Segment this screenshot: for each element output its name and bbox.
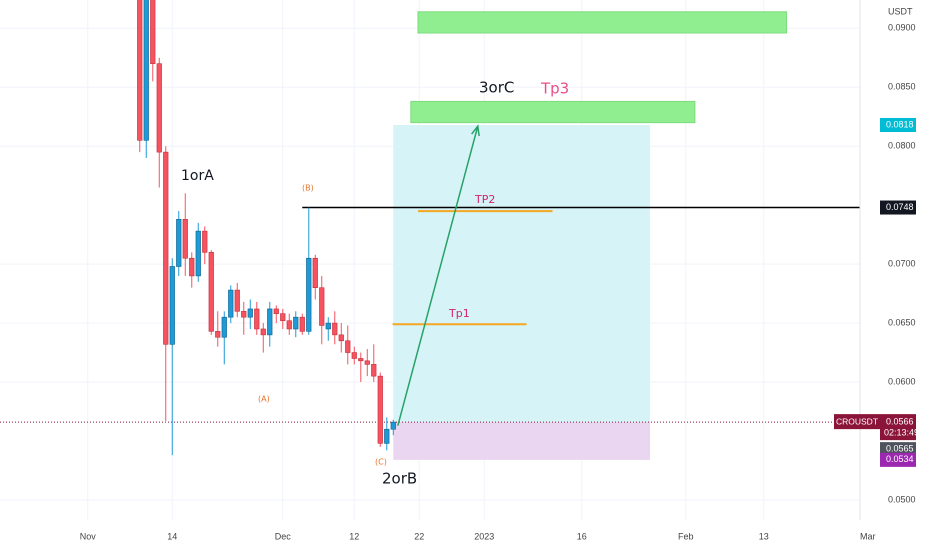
y-tick-label: 0.0800 — [888, 141, 916, 151]
target-zone — [417, 11, 788, 34]
candle-body — [195, 230, 201, 277]
candle-body — [358, 358, 364, 362]
candle-body — [163, 151, 169, 345]
candle-body — [215, 331, 221, 338]
candle-body — [241, 310, 247, 318]
target-label: Tp1 — [448, 307, 470, 320]
price-label-box — [880, 414, 916, 441]
candle-body — [260, 328, 266, 336]
candle-layer — [137, 0, 396, 456]
candle-body — [234, 289, 240, 312]
drawing-layer — [0, 124, 860, 426]
x-tick-label: 16 — [577, 531, 587, 541]
x-tick-label: Feb — [678, 531, 694, 541]
candle-body — [221, 316, 227, 338]
symbol-label-box — [834, 414, 880, 430]
candle-body — [371, 364, 377, 377]
wave-label: (A) — [258, 395, 270, 404]
target-label: Tp3 — [540, 80, 569, 98]
candle-body — [202, 230, 208, 253]
candle-body — [267, 308, 273, 336]
loss-zone — [393, 422, 651, 460]
candle-body — [228, 289, 234, 318]
price-label: 0.0818 — [886, 119, 914, 129]
arrow — [397, 125, 479, 426]
x-tick-label: 12 — [349, 531, 359, 541]
price-label: 0.0534 — [886, 454, 914, 464]
candle-body — [247, 308, 253, 318]
wave-label: 1orA — [181, 168, 214, 184]
axis-cover — [861, 0, 932, 520]
countdown-label: 02:13:49 — [884, 428, 919, 438]
price-label: 0.0565 — [886, 444, 914, 454]
x-tick-label: 13 — [759, 531, 769, 541]
candle-body — [319, 287, 325, 326]
candle-body — [338, 334, 344, 342]
x-tick-label: 14 — [167, 531, 177, 541]
y-tick-label: 0.0500 — [888, 494, 916, 504]
candle-body — [156, 63, 162, 153]
currency-label: USDT — [888, 6, 913, 16]
wave-label: 2orB — [382, 470, 417, 488]
candle-body — [364, 360, 370, 365]
candle-body — [390, 421, 396, 430]
candle-body — [169, 266, 175, 345]
x-tick-label: 22 — [414, 531, 424, 541]
candle-body — [254, 308, 260, 330]
price-label-box — [880, 442, 916, 457]
wave-label: 3orC — [479, 79, 514, 97]
candle-body — [176, 219, 182, 267]
candle-body — [377, 375, 383, 444]
arrow-head — [471, 124, 480, 137]
candle-body — [351, 352, 357, 359]
symbol-label: CROUSDT — [836, 416, 878, 426]
candle-body — [137, 0, 143, 141]
price-label-box — [880, 200, 916, 215]
price-label-box — [880, 452, 916, 467]
wave-label: (B) — [302, 184, 314, 193]
x-tick-label: Mar — [860, 531, 876, 541]
y-tick-label: 0.0850 — [888, 82, 916, 92]
candle-body — [208, 252, 214, 332]
price-label-layer: 0.0900 0.0850 0.0800 0.0700 0.0650 0.0600 0.05… — [80, 0, 932, 542]
candle-body — [143, 0, 149, 141]
y-tick-label: 0.0700 — [888, 259, 916, 269]
y-tick-label: 0.0600 — [888, 376, 916, 386]
candle-body — [182, 219, 188, 259]
candle-body — [280, 313, 286, 322]
candle-body — [273, 308, 279, 314]
candle-body — [325, 322, 331, 330]
candle-body — [299, 316, 305, 332]
candle-body — [150, 0, 156, 64]
wave-label: (C) — [375, 458, 387, 467]
profit-zone — [393, 124, 651, 423]
price-label: 0.0748 — [886, 202, 914, 212]
y-tick-label: 0.0900 — [888, 23, 916, 33]
y-tick-label: 0.0650 — [888, 317, 916, 327]
candle-body — [286, 320, 292, 330]
target-zone — [410, 100, 696, 124]
price-label-box — [880, 117, 916, 132]
candle-body — [332, 322, 338, 336]
candle-body — [306, 257, 312, 332]
candle-body — [189, 257, 195, 277]
x-tick-label: 2023 — [474, 531, 494, 541]
x-tick-label: Dec — [275, 531, 292, 541]
price-label: 0.0566 — [886, 417, 914, 427]
target-label: TP2 — [474, 193, 495, 206]
candle-body — [345, 340, 351, 353]
candle-body — [293, 316, 299, 330]
x-tick-label: Nov — [80, 531, 97, 541]
background-layer — [0, 0, 860, 520]
candle-body — [312, 257, 318, 289]
candle-body — [384, 428, 390, 444]
